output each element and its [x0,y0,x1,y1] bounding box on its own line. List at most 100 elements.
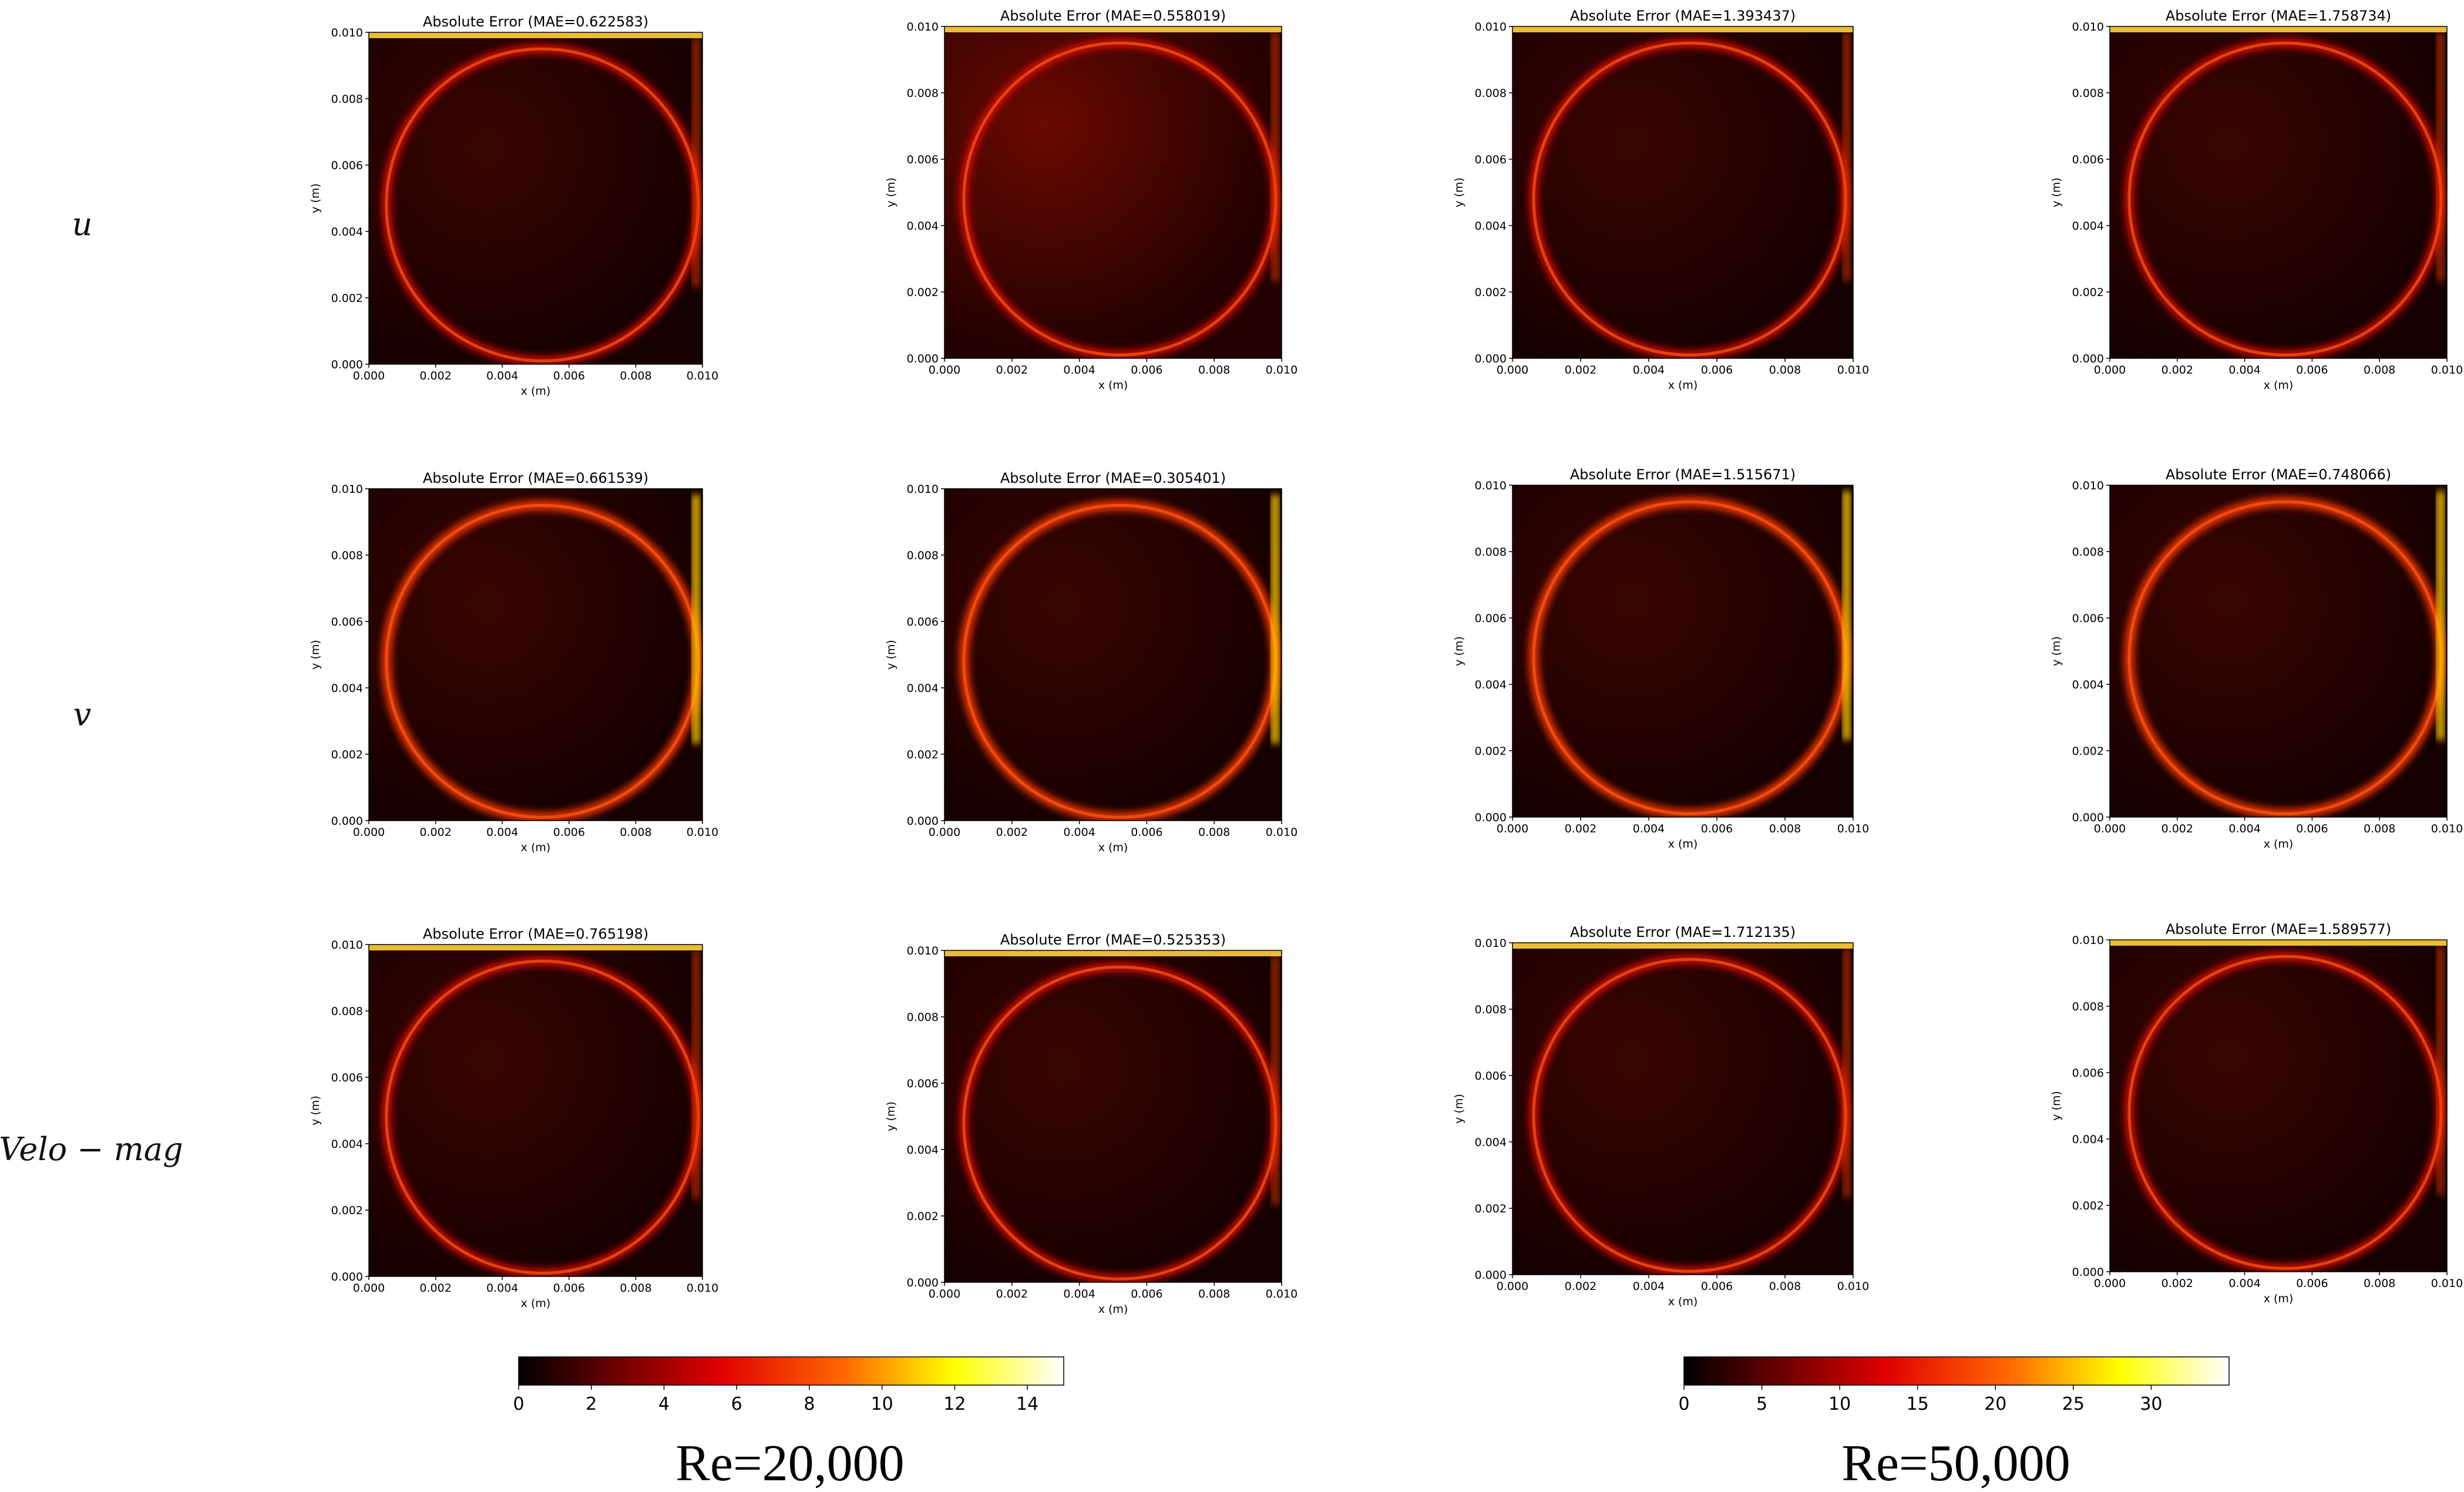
y-tick-label: 0.010 [907,21,939,33]
x-tick-label: 0.004 [1063,364,1095,377]
y-tick-label: 0.002 [331,1204,363,1217]
y-tick-label: 0.010 [331,483,363,496]
x-tick-label: 0.002 [1565,822,1596,835]
x-tick-label: 0.010 [1266,1288,1297,1301]
x-tick-label: 0.008 [1769,1280,1801,1293]
panel-title: Absolute Error (MAE=0.558019) [1000,8,1226,24]
x-tick-label: 0.008 [1198,1288,1230,1301]
y-tick-label: 0.002 [1475,286,1507,299]
y-tick-label: 0.004 [2072,678,2104,691]
y-tick-label: 0.010 [907,945,939,957]
y-tick-label: 0.008 [907,87,939,100]
lid-error [944,950,1282,956]
x-tick-label: 0.002 [1565,1280,1596,1293]
y-tick-label: 0.004 [331,226,363,238]
group-label: Re=20,000 [675,1435,904,1492]
y-tick-label: 0.000 [1475,811,1507,824]
x-tick-label: 0.004 [486,826,518,839]
x-tick-label: 0.002 [996,1288,1028,1301]
plot-frame [368,32,703,365]
x-tick-label: 0.010 [687,826,718,839]
colorbar-tick-label: 6 [731,1394,742,1414]
x-tick-label: 0.000 [353,369,385,382]
y-tick-label: 0.008 [331,93,363,106]
heatmap-features [369,32,702,364]
y-tick-label: 0.000 [2072,811,2104,824]
x-tick-label: 0.006 [553,369,585,382]
right-wall-error [692,495,700,744]
x-tick-label: 0.010 [1266,826,1297,839]
x-tick-label: 0.002 [419,369,451,382]
y-tick-label: 0.008 [331,549,363,562]
panel-title: Absolute Error (MAE=0.525353) [1000,932,1226,948]
y-tick-label: 0.004 [2072,1133,2104,1146]
right-wall-error [1271,32,1279,281]
x-tick-label: 0.004 [1633,822,1665,835]
x-tick-label: 0.010 [687,1282,718,1295]
y-tick-label: 0.000 [331,815,363,828]
x-axis-label: x (m) [2264,379,2294,392]
y-tick-label: 0.006 [1475,153,1507,166]
y-tick-label: 0.004 [1475,1136,1507,1149]
x-tick-label: 0.006 [2296,1277,2328,1290]
x-axis-label: x (m) [521,385,551,398]
heatmap-features [959,495,1281,821]
colorbar-tick-label: 25 [2062,1394,2085,1414]
x-tick-label: 0.004 [2228,1277,2260,1290]
right-wall-error [2436,946,2445,1195]
y-axis-label: y (m) [1453,177,1465,207]
x-tick-label: 0.010 [687,369,718,382]
heatmap-features [944,26,1282,358]
y-tick-label: 0.002 [331,292,363,305]
x-tick-label: 0.000 [2094,1277,2126,1290]
panel-title: Absolute Error (MAE=0.661539) [423,470,648,486]
y-tick-label: 0.008 [2072,87,2104,100]
colorbar-gradient [518,1356,1064,1386]
heatmap-features [2110,940,2447,1272]
x-axis-label: x (m) [1668,1295,1698,1308]
y-axis-label: y (m) [885,640,897,670]
y-tick-label: 0.004 [331,682,363,695]
x-tick-label: 0.008 [620,369,651,382]
y-tick-label: 0.002 [2072,286,2104,299]
panel-title: Absolute Error (MAE=1.515671) [1570,466,1796,483]
heatmap-features [2124,491,2446,817]
y-tick-label: 0.002 [1475,745,1507,758]
colorbars: 0 2 4 6 8 10 12 14 0 5 10 15 20 25 30 [513,1356,2230,1414]
right-wall-error [2436,491,2445,740]
colorbar-tick-label: 0 [1678,1394,1689,1414]
y-tick-label: 0.000 [331,1271,363,1283]
plot-frame [2109,26,2448,359]
panel-title: Absolute Error (MAE=1.589577) [2166,921,2391,937]
right-wall-error [1843,32,1851,281]
y-tick-label: 0.004 [1475,678,1507,691]
y-axis-label: y (m) [2050,636,2063,666]
lid-error [369,32,702,38]
y-axis-label: y (m) [2050,1091,2063,1121]
right-wall-error [1271,956,1279,1205]
x-tick-label: 0.000 [929,1288,960,1301]
y-tick-label: 0.006 [2072,153,2104,166]
y-tick-label: 0.000 [1475,1269,1507,1282]
x-tick-label: 0.006 [1131,826,1162,839]
x-tick-label: 0.000 [353,826,385,839]
y-tick-label: 0.008 [1475,87,1507,100]
y-tick-label: 0.010 [2072,21,2104,33]
x-tick-label: 0.010 [2431,822,2463,835]
x-tick-label: 0.010 [1837,822,1869,835]
x-tick-label: 0.002 [996,826,1028,839]
y-tick-label: 0.010 [2072,934,2104,947]
x-tick-label: 0.010 [1266,364,1297,377]
y-tick-label: 0.010 [1475,937,1507,950]
x-tick-label: 0.000 [2094,822,2126,835]
x-tick-label: 0.008 [2364,822,2395,835]
plot-frame [944,950,1282,1283]
y-tick-label: 0.002 [907,286,939,299]
y-tick-label: 0.008 [331,1005,363,1018]
